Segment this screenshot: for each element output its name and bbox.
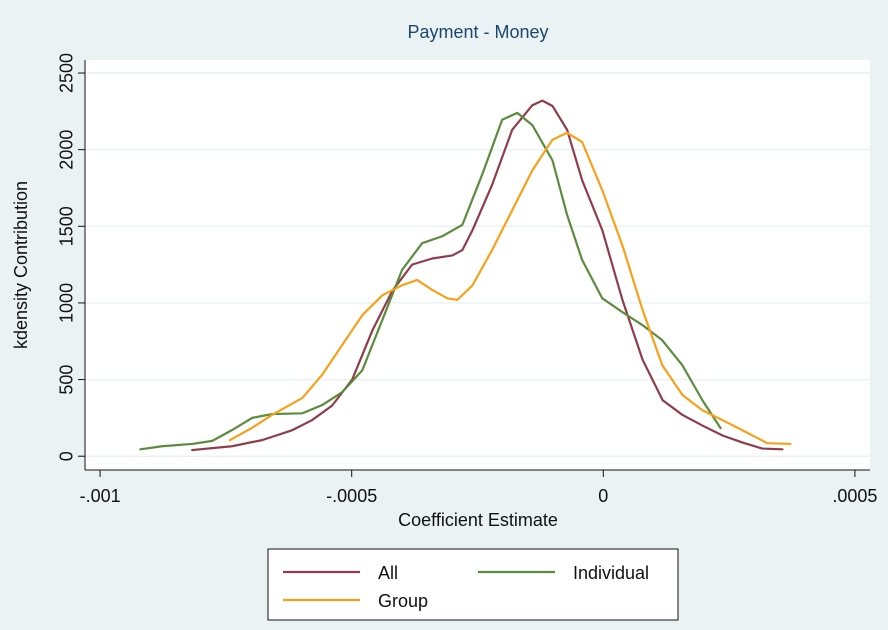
x-tick-label: -.001	[80, 486, 121, 506]
series-line	[191, 99, 784, 452]
plot-area	[85, 60, 870, 470]
y-axis-title: kdensity Contribution	[11, 181, 31, 349]
y-tick-label: 500	[57, 365, 77, 395]
legend-label: Individual	[573, 563, 649, 583]
x-tick-label: -.0005	[326, 486, 377, 506]
x-tick-label: .0005	[832, 486, 877, 506]
chart-title: Payment - Money	[407, 22, 548, 42]
series-line	[139, 111, 722, 451]
series-line	[228, 131, 792, 446]
y-tick-label: 0	[57, 451, 77, 461]
y-tick-label: 2000	[57, 130, 77, 170]
x-axis-title: Coefficient Estimate	[398, 510, 558, 530]
legend-label: Group	[378, 591, 428, 611]
x-tick-label: 0	[598, 486, 608, 506]
y-tick-label: 1500	[57, 206, 77, 246]
legend-box	[267, 548, 679, 621]
y-tick-label: 2500	[57, 53, 77, 93]
y-tick-label: 1000	[57, 283, 77, 323]
legend-label: All	[378, 563, 398, 583]
